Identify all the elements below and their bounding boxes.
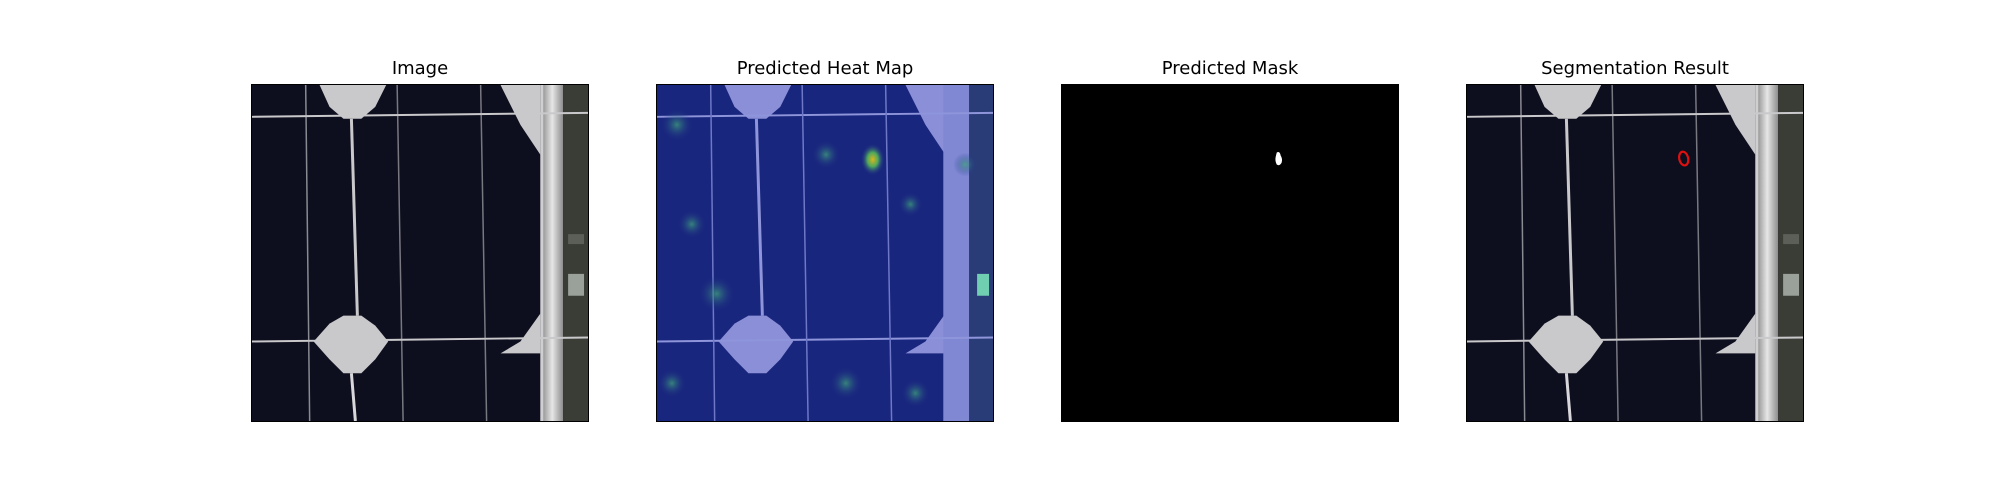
defect-contour [1678,150,1690,167]
heat-map-image [656,84,994,422]
panel-title-mask: Predicted Mask [1161,58,1299,79]
solar-cell-image [251,84,589,422]
predicted-mask-image [1061,84,1399,422]
segmentation-result-image [1466,84,1804,422]
panel-title-segmentation: Segmentation Result [1541,58,1729,79]
panel-title-heatmap: Predicted Heat Map [736,58,914,79]
panel-title-image: Image [391,58,449,79]
